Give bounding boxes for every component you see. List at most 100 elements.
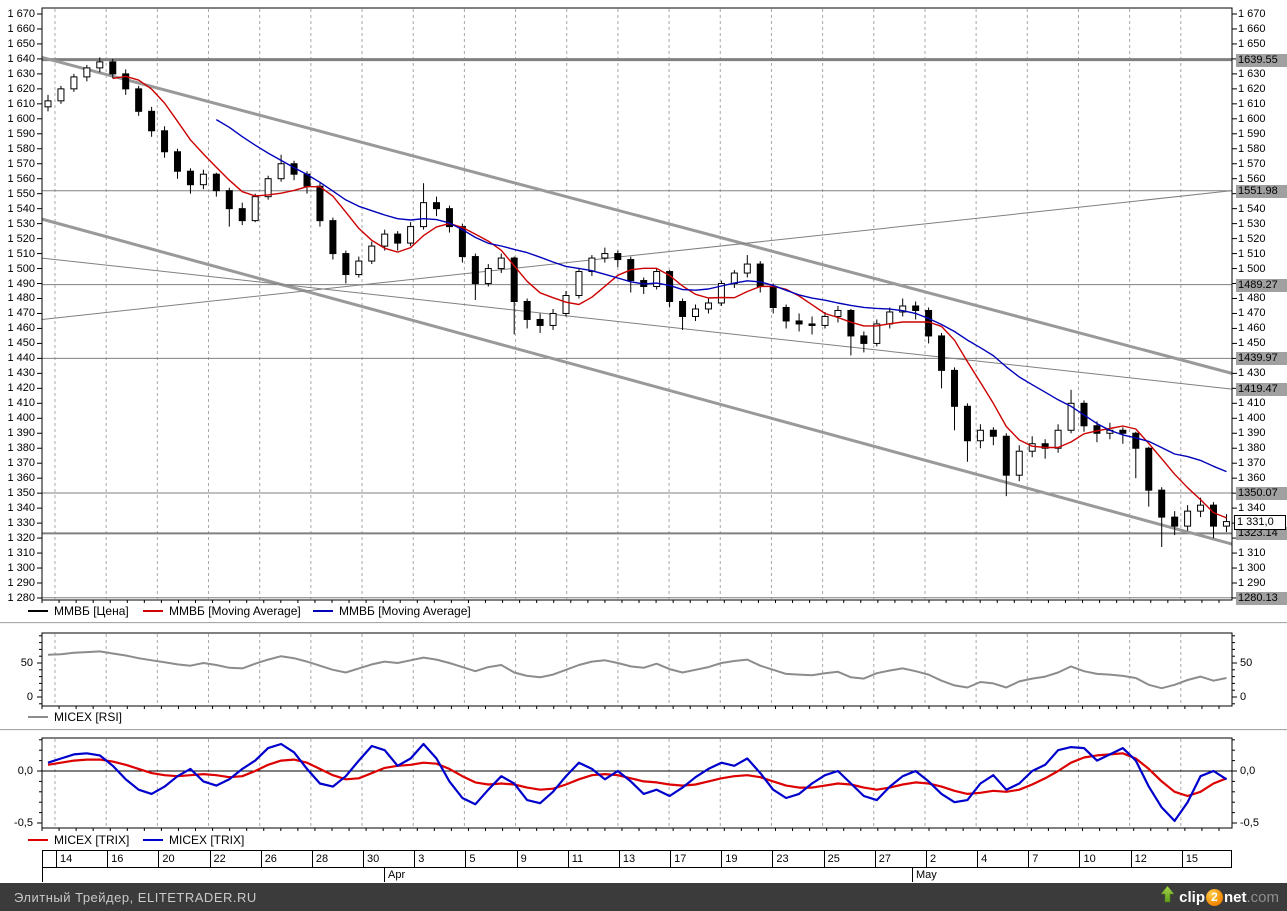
price-tick-label: 1 490: [7, 277, 35, 290]
panel-separator-2: [0, 729, 1287, 731]
rsi-tick-label: 50: [1240, 657, 1253, 669]
current-price-badge: 1 331,0: [1234, 514, 1286, 530]
price-tick-label: 1 450: [1238, 337, 1266, 350]
date-cell-divider: [1079, 851, 1081, 868]
price-level-badge: 1489.27: [1236, 278, 1287, 292]
date-cell-label: 7: [1032, 853, 1039, 865]
rsi-tick-label: 50: [20, 657, 33, 669]
date-cell-label: 10: [1083, 853, 1096, 865]
date-cell-label: 25: [827, 853, 840, 865]
logo-text-net: net: [1223, 888, 1247, 906]
date-cell-divider: [209, 851, 211, 868]
price-tick-label: 1 360: [1238, 472, 1266, 485]
rsi-tick-label: 0: [1240, 691, 1247, 703]
date-cell-label: 12: [1134, 853, 1147, 865]
month-label: May: [916, 869, 937, 881]
date-cell-label: 5: [469, 853, 476, 865]
price-level-badge: 1280.13: [1236, 591, 1287, 605]
price-tick-label: 1 510: [7, 247, 35, 260]
price-tick-label: 1 310: [7, 547, 35, 560]
price-tick-label: 1 300: [7, 562, 35, 575]
price-tick-label: 1 400: [7, 412, 35, 425]
date-cell-label: 14: [60, 853, 73, 865]
trix-tick-label: -0,5: [14, 817, 33, 829]
month-divider: [42, 868, 43, 882]
price-tick-label: 1 390: [1238, 427, 1266, 440]
price-tick-label: 1 420: [7, 382, 35, 395]
price-panel-legend: ММВБ [Цена] ММВБ [Moving Average] ММВБ [Mo…: [0, 603, 1232, 619]
price-tick-label: 1 570: [1238, 157, 1266, 170]
date-cell-divider: [1130, 851, 1132, 868]
price-tick-label: 1 630: [1238, 67, 1266, 80]
price-tick-label: 1 460: [1238, 322, 1266, 335]
month-axis: Apr May: [42, 868, 1232, 882]
date-cell-label: 22: [213, 853, 226, 865]
price-tick-label: 1 340: [7, 502, 35, 515]
trix-panel-legend: MICEX [TRIX] MICEX [TRIX]: [0, 832, 1232, 848]
date-cell-divider: [823, 851, 825, 868]
date-axis: 14 16 20 22 26 28 30 3 5 9 11 13 17 19 23 25 27 2 4 7 10 12 15: [42, 850, 1232, 868]
price-tick-label: 1 500: [1238, 262, 1266, 275]
price-tick-label: 1 650: [7, 37, 35, 50]
price-tick-label: 1 440: [7, 352, 35, 365]
price-tick-label: 1 480: [1238, 292, 1266, 305]
legend-line-marker: [143, 610, 163, 612]
date-cell-divider: [414, 851, 416, 868]
date-cell-divider: [1181, 851, 1183, 868]
price-tick-label: 1 350: [7, 487, 35, 500]
price-level-badge: 1350.07: [1236, 487, 1287, 501]
price-level-badge: 1439.97: [1236, 352, 1287, 366]
date-cell-label: 26: [264, 853, 277, 865]
date-cell-label: 27: [878, 853, 892, 865]
date-cell-divider: [311, 851, 313, 868]
price-tick-label: 1 610: [7, 97, 35, 110]
logo-circle-2: 2: [1205, 888, 1223, 906]
price-tick-label: 1 430: [7, 367, 35, 380]
price-tick-label: 1 660: [7, 22, 35, 35]
panel-separator: [0, 622, 1287, 624]
price-tick-label: 1 590: [7, 127, 35, 140]
date-cell-label: 30: [367, 853, 380, 865]
price-tick-label: 1 650: [1238, 37, 1266, 50]
date-cell-divider: [874, 851, 876, 868]
date-cell-divider: [465, 851, 467, 868]
price-tick-label: 1 370: [7, 457, 35, 470]
price-tick-label: 1 540: [7, 202, 35, 215]
price-level-badge: 1323.14: [1236, 527, 1287, 541]
price-level-badge: 1419.47: [1236, 383, 1287, 397]
price-tick-label: 1 600: [7, 112, 35, 125]
date-cell-divider: [670, 851, 672, 868]
date-cell-divider: [1028, 851, 1030, 868]
month-divider: [384, 868, 385, 882]
price-tick-label: 1 540: [1238, 202, 1266, 215]
date-cell-label: 2: [929, 853, 937, 865]
price-tick-label: 1 340: [1238, 502, 1266, 515]
up-arrow-icon: [1160, 885, 1175, 908]
price-tick-label: 1 330: [7, 517, 35, 530]
price-tick-label: 1 550: [7, 187, 35, 200]
legend-label: ММВБ [Цена]: [54, 604, 129, 618]
date-cell-label: 20: [162, 853, 175, 865]
date-cell-label: 17: [674, 853, 687, 865]
legend-line-marker: [28, 610, 48, 612]
price-level-badge: 1551.98: [1236, 184, 1287, 198]
legend-label: ММВБ [Moving Average]: [339, 604, 471, 618]
month-divider: [912, 868, 913, 882]
price-tick-label: 1 430: [1238, 367, 1266, 380]
price-tick-label: 1 500: [7, 262, 35, 275]
date-cell-divider: [260, 851, 262, 868]
date-cell-label: 4: [981, 853, 988, 865]
price-tick-label: 1 410: [1238, 397, 1266, 410]
price-tick-label: 1 470: [1238, 307, 1266, 320]
clip2net-logo[interactable]: clip 2 net .com: [1160, 885, 1279, 908]
date-cell-label: 13: [622, 853, 636, 865]
date-cell-label: 11: [571, 853, 584, 865]
date-cell-label: 23: [776, 853, 789, 865]
date-cell-divider: [721, 851, 723, 868]
price-tick-label: 1 320: [7, 532, 35, 545]
price-tick-label: 1 580: [1238, 142, 1266, 155]
price-tick-label: 1 470: [7, 307, 35, 320]
price-tick-label: 1 410: [7, 397, 35, 410]
